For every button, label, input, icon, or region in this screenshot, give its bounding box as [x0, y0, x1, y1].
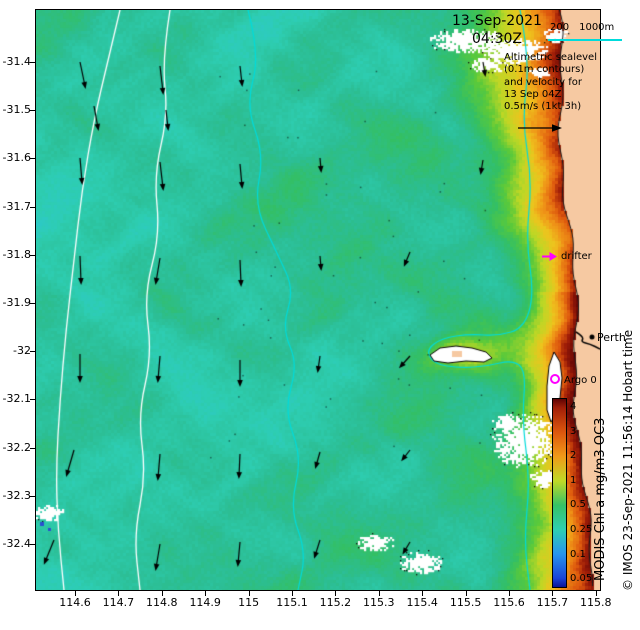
lon-tick-label: 114.6 [59, 596, 91, 609]
lat-tick-mark [30, 158, 35, 160]
lon-tick-mark [422, 591, 424, 596]
lon-tick-mark [552, 591, 554, 596]
drifter-arrow-icon [542, 252, 557, 261]
info-line: 13 Sep 04Z [504, 88, 562, 100]
lon-tick-label: 115.3 [363, 596, 395, 609]
lat-tick-label: -31.4 [2, 55, 31, 68]
lat-tick-label: -31.7 [2, 199, 31, 213]
lat-tick-mark [30, 399, 35, 401]
chlorophyll-map-canvas [36, 10, 600, 590]
lat-tick-label: -31.8 [2, 247, 31, 261]
lon-tick-mark [205, 591, 207, 596]
depth-contour-legend-line [548, 39, 622, 41]
lon-tick-label: 115.7 [536, 596, 569, 609]
lon-tick-label: 114.7 [102, 596, 135, 609]
lat-tick-mark [30, 206, 35, 208]
lon-tick-label: 115.6 [493, 596, 525, 609]
lon-tick-label: 115.2 [319, 596, 352, 609]
colorbar-tick-label: 0.05 [570, 573, 593, 585]
colorbar-axis-label: MODIS Chl-a mg/m3 OC3 [593, 417, 608, 581]
lat-tick-label: -32.4 [2, 537, 31, 550]
colorbar-tick-label: 1 [570, 474, 577, 486]
info-line: (0.1m contours) [504, 64, 585, 76]
lat-tick-label: -32.2 [2, 440, 31, 454]
colorbar-tick-label: 0.5 [570, 499, 586, 511]
lat-tick-label: -31.9 [2, 296, 31, 309]
lat-tick-mark [30, 495, 35, 497]
argo-label: Argo 0 [564, 375, 597, 386]
lon-tick-label: 115.5 [449, 596, 482, 609]
velocity-scale-arrow-icon [518, 124, 562, 132]
colorbar-tick-label: 2 [570, 450, 577, 462]
colorbar-tick-label: 0.25 [570, 524, 593, 535]
lat-tick-label: -32.3 [2, 488, 31, 502]
lon-tick-mark [465, 591, 467, 596]
lon-tick-mark [509, 591, 510, 596]
lon-tick-mark [378, 591, 380, 596]
lon-tick-mark [248, 591, 250, 596]
lon-tick-label: 115.4 [406, 596, 438, 609]
lat-tick-label: -31.5 [2, 103, 31, 117]
lat-tick-mark [30, 254, 35, 256]
lat-tick-mark [30, 351, 35, 353]
colorbar-tick-label: 4 [570, 401, 577, 412]
lon-tick-label: 114.8 [146, 596, 178, 609]
map-time: 04:30Z [472, 31, 522, 47]
lon-tick-mark [118, 591, 120, 596]
lat-tick-mark [30, 447, 35, 449]
copyright-credit: © IMOS 23-Sep-2021 11:56:14 Hobart time [621, 329, 635, 591]
lat-tick-mark [30, 110, 35, 112]
lat-tick-label: -31.6 [2, 151, 31, 165]
lon-tick-label: 115 [238, 596, 260, 609]
depth-200-label: 200 [550, 22, 570, 33]
lat-tick-label: -32.1 [2, 392, 31, 406]
lat-tick-mark [30, 303, 35, 304]
city-label-perth: Perth [597, 331, 626, 344]
colorbar [552, 398, 567, 588]
altimetry-info-text: Altimetric sealevel (0.1m contours) and … [504, 52, 597, 113]
lon-tick-mark [335, 591, 337, 596]
lon-tick-mark [161, 591, 163, 596]
depth-contour-legend: 200 1000m [550, 22, 614, 34]
lat-tick-label: -32 [13, 344, 31, 358]
info-line: Altimetric sealevel [504, 52, 597, 63]
info-line: 0.5m/s (1kt 3h) [504, 101, 582, 113]
drifter-label: drifter [561, 251, 592, 262]
lat-tick-mark [30, 544, 35, 545]
lon-tick-label: 115.1 [276, 596, 308, 609]
info-line: and velocity for [504, 76, 583, 88]
lat-tick-mark [30, 62, 35, 63]
depth-1000-label: 1000m [579, 22, 615, 33]
lon-tick-mark [75, 591, 76, 596]
colorbar-tick-label: 3 [570, 425, 577, 437]
lon-tick-label: 115.8 [580, 596, 612, 609]
map-date: 13-Sep-2021 [452, 13, 542, 29]
lon-tick-label: 114.9 [189, 596, 221, 609]
argo-float-icon [550, 374, 560, 384]
lon-tick-mark [292, 591, 293, 596]
colorbar-tick-label: 0.1 [570, 548, 586, 560]
lon-tick-mark [595, 591, 597, 596]
